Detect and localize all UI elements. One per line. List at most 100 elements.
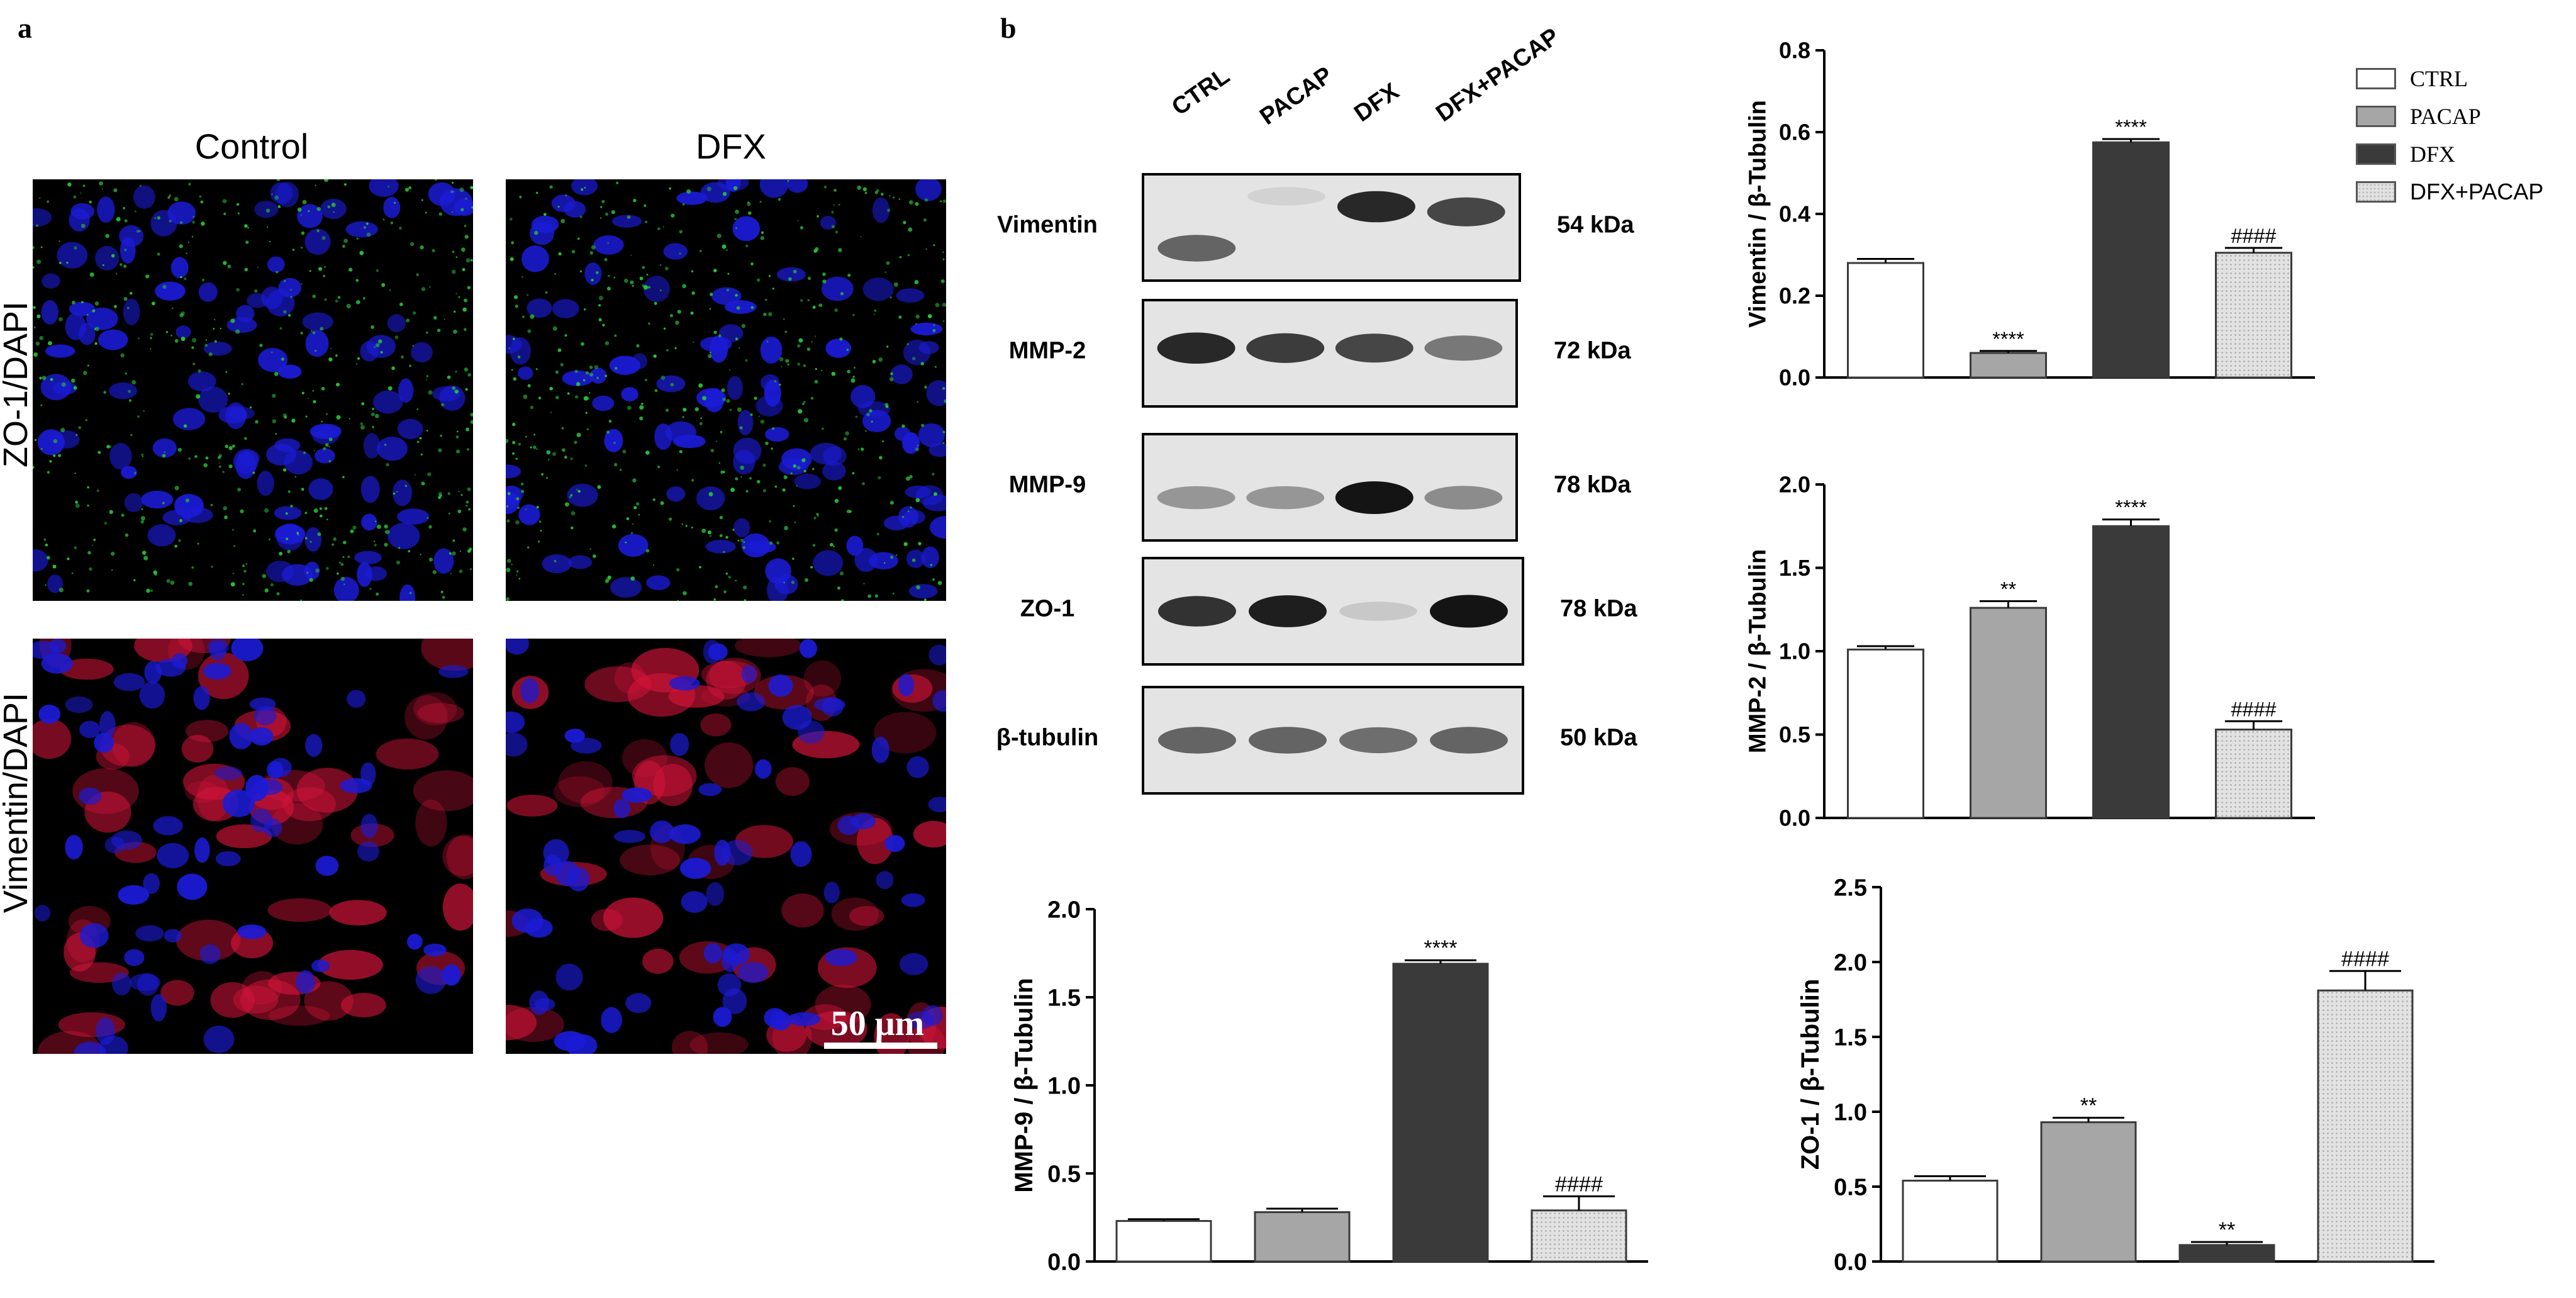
blot-band: [1249, 595, 1327, 627]
significance-label: ####: [2231, 698, 2276, 720]
blot-protein-label: MMP-2: [1008, 337, 1086, 364]
y-tick-label: 0.2: [1779, 283, 1810, 309]
blot-band: [1249, 727, 1327, 754]
panel-b-letter: b: [1000, 12, 1017, 44]
bar-dfx: [2092, 141, 2170, 379]
legend-swatch: [2356, 143, 2396, 165]
y-tick-label: 2.0: [1834, 949, 1867, 976]
blot-image: [1142, 173, 1521, 282]
lane-header-pacap: PACAP: [1255, 62, 1338, 131]
significance-label: ####: [2341, 947, 2389, 971]
cell-pattern: [33, 179, 473, 601]
y-tick-label: 1.5: [1047, 985, 1081, 1011]
legend-swatch: [2356, 181, 2396, 203]
y-axis-label: MMP-9 / β-Tubulin: [1010, 978, 1038, 1192]
legend-swatch: [2356, 106, 2396, 127]
blot-row: ZO-1 78 kDa: [962, 557, 1686, 666]
cell-pattern: [506, 639, 946, 1054]
y-tick-label: 0.0: [1047, 1249, 1081, 1275]
blot-band: [1424, 486, 1503, 510]
lane-header-dfx-pacap: DFX+PACAP: [1431, 23, 1564, 128]
y-tick-label: 0.8: [1779, 38, 1810, 64]
y-tick-label: 0.5: [1047, 1161, 1081, 1187]
micrograph-dfx-zo1: [506, 179, 946, 601]
significance-label: ####: [1555, 1172, 1603, 1196]
y-axis-label: MMP-2 / β-Tubulin: [1744, 549, 1771, 753]
blot-row: MMP-2 72 kDa: [962, 299, 1686, 408]
bar-dfx-pacap: [2317, 989, 2414, 1263]
blot-protein-label: ZO-1: [1020, 595, 1075, 622]
blot-band: [1335, 333, 1413, 363]
y-tick-label: 2.0: [1047, 897, 1081, 923]
cell-pattern: [33, 639, 473, 1054]
blot-protein-label: Vimentin: [997, 211, 1098, 238]
legend-swatch: [2356, 68, 2396, 89]
bar-dfx: [1392, 963, 1489, 1263]
significance-label: ****: [1424, 936, 1457, 960]
micrograph-control-vimentin: [33, 639, 473, 1054]
blot-band: [1337, 191, 1415, 223]
y-tick-label: 0.0: [1779, 365, 1810, 391]
y-tick-label: 0.4: [1779, 201, 1810, 227]
scale-bar-label: 50 μm: [830, 1004, 925, 1043]
lane-header-ctrl: CTRL: [1167, 62, 1235, 121]
legend-item-pacap: PACAP: [2356, 98, 2570, 135]
blot-protein-label: β-tubulin: [996, 724, 1099, 751]
bar-dfx: [2092, 525, 2170, 819]
legend-label: DFX: [2410, 142, 2456, 167]
blot-image: [1142, 557, 1524, 666]
blot-row: MMP-9 78 kDa: [962, 433, 1686, 542]
blot-band: [1158, 596, 1236, 627]
row-label-zo1-dapi: ZO-1/DAPI: [0, 301, 35, 468]
panel-a-letter: a: [18, 12, 32, 44]
micrograph-control-zo1: [33, 179, 473, 601]
blot-row: Vimentin 54 kDa: [962, 173, 1686, 282]
bar-dfx-pacap: [1531, 1209, 1627, 1263]
legend-item-dfx: DFX: [2356, 135, 2570, 173]
blot-band: [1157, 486, 1235, 510]
y-tick-label: 1.0: [1047, 1073, 1081, 1099]
blot-band: [1158, 727, 1236, 754]
blot-band: [1157, 235, 1236, 262]
y-tick-label: 0.0: [1779, 805, 1810, 831]
legend-label: CTRL: [2410, 66, 2468, 91]
blot-image: [1142, 433, 1518, 542]
y-tick-label: 2.0: [1779, 472, 1810, 498]
bar-pacap: [1254, 1211, 1351, 1263]
blot-row: β-tubulin 50 kDa: [962, 686, 1686, 795]
bar-ctrl: [1847, 262, 1924, 379]
blot-kda-label: 78 kDa: [1554, 471, 1631, 498]
bar-dfx-pacap: [2215, 729, 2292, 819]
micrograph-dfx-vimentin: [506, 639, 946, 1054]
blot-kda-label: 78 kDa: [1560, 595, 1637, 622]
bar-pacap: [1970, 607, 2047, 819]
y-tick-label: 2.5: [1834, 875, 1867, 901]
chart-legend: CTRL PACAP DFX DFX+PACAP: [2356, 60, 2570, 211]
bar-ctrl: [1847, 648, 1924, 819]
blot-band: [1339, 727, 1417, 754]
blot-band: [1335, 481, 1413, 514]
significance-label: ****: [1992, 328, 2024, 350]
bar-dfx-pacap: [2215, 252, 2292, 379]
significance-label: **: [2080, 1094, 2097, 1118]
significance-label: ****: [2115, 496, 2147, 519]
bar-ctrl: [1115, 1220, 1212, 1263]
blot-kda-label: 50 kDa: [1560, 724, 1637, 751]
y-tick-label: 1.5: [1834, 1024, 1867, 1051]
blot-image: [1142, 686, 1524, 795]
y-tick-label: 0.0: [1834, 1249, 1867, 1275]
blot-band: [1246, 486, 1325, 510]
cell-pattern: [506, 179, 946, 601]
legend-label: DFX+PACAP: [2410, 179, 2544, 204]
blot-band: [1157, 332, 1235, 364]
blot-band: [1246, 333, 1325, 363]
blot-kda-label: 72 kDa: [1554, 337, 1631, 364]
column-label-control: Control: [194, 126, 309, 166]
legend-item-dfx-pacap: DFX+PACAP: [2356, 173, 2570, 211]
bar-pacap: [1970, 352, 2047, 379]
legend-item-ctrl: CTRL: [2356, 60, 2570, 98]
blot-band: [1427, 197, 1505, 227]
blot-band: [1430, 595, 1508, 628]
lane-header-dfx: DFX: [1349, 78, 1404, 128]
